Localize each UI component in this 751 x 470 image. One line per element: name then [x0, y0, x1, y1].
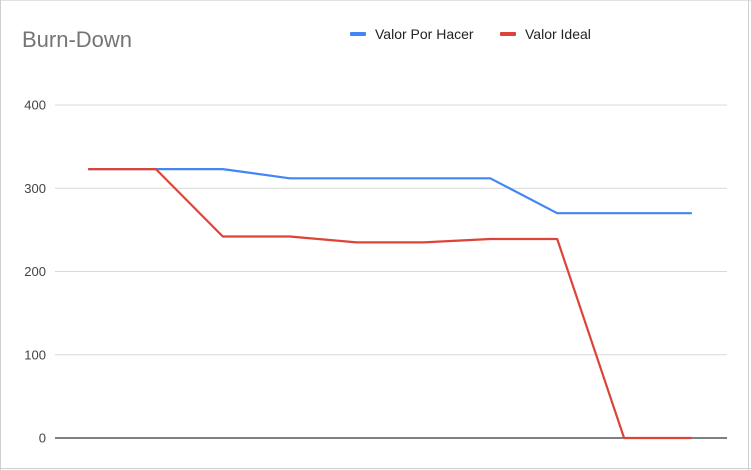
y-axis-ticks: 0 100 200 300 400	[24, 98, 46, 446]
legend-swatch	[500, 32, 516, 36]
series-line-valor-por-hacer	[87, 168, 693, 215]
legend-label: Valor Por Hacer	[375, 26, 474, 42]
y-tick-label: 400	[24, 98, 46, 113]
y-tick-label: 200	[24, 264, 46, 279]
legend-swatch	[350, 32, 366, 36]
y-tick-label: 300	[24, 181, 46, 196]
legend: Valor Por Hacer Valor Ideal	[350, 26, 591, 42]
y-gridlines	[55, 104, 727, 356]
chart-title: Burn-Down	[22, 27, 132, 52]
y-tick-label: 100	[24, 347, 46, 362]
legend-label: Valor Ideal	[525, 26, 591, 42]
series-lines	[87, 168, 693, 440]
series-line-valor-ideal	[87, 168, 693, 440]
y-tick-label: 0	[39, 431, 46, 446]
